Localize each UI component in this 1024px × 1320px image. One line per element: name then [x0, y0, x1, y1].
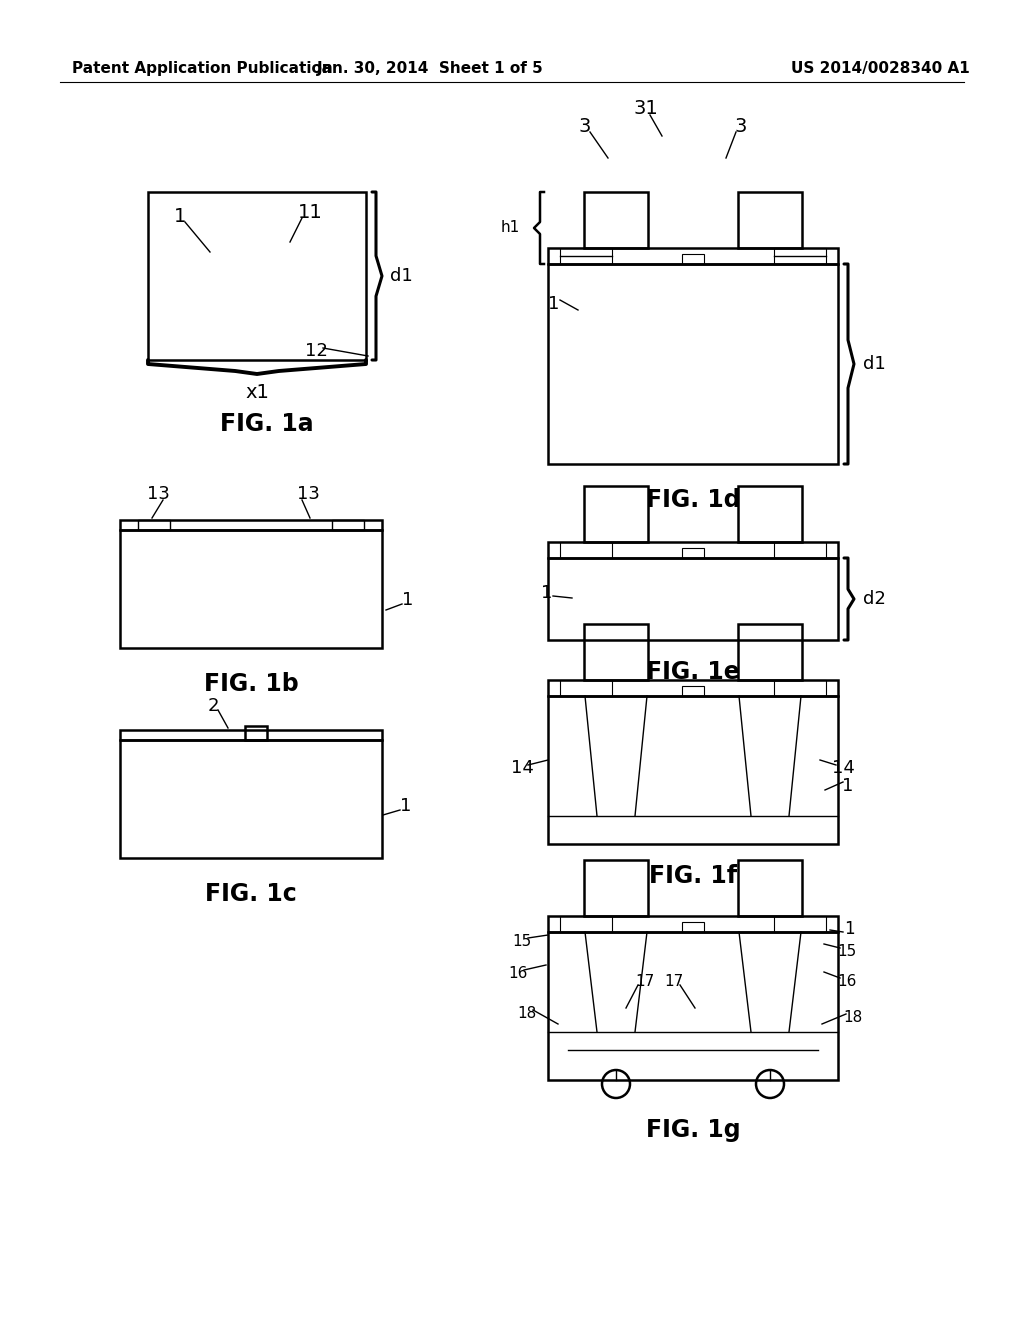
Text: h1: h1	[501, 220, 520, 235]
Text: 16: 16	[838, 974, 857, 989]
Text: 1: 1	[400, 797, 412, 814]
Text: 11: 11	[298, 202, 323, 222]
Text: FIG. 1a: FIG. 1a	[220, 412, 313, 436]
Text: Jan. 30, 2014  Sheet 1 of 5: Jan. 30, 2014 Sheet 1 of 5	[316, 61, 544, 75]
Bar	[584, 191, 648, 248]
Bar	[548, 248, 838, 264]
Bar	[560, 916, 612, 932]
Bar	[774, 680, 826, 696]
Bar	[548, 558, 838, 640]
Bar	[548, 680, 838, 696]
Bar	[738, 861, 802, 916]
Text: 14: 14	[511, 759, 534, 777]
Bar	[560, 543, 612, 558]
Text: Patent Application Publication: Patent Application Publication	[72, 61, 333, 75]
Text: 1: 1	[542, 583, 553, 602]
Text: FIG. 1e: FIG. 1e	[646, 660, 740, 684]
Bar	[548, 543, 838, 558]
Bar	[584, 624, 648, 680]
Text: 1: 1	[402, 591, 414, 609]
Text: FIG. 1b: FIG. 1b	[204, 672, 298, 696]
Bar	[738, 624, 802, 680]
Text: FIG. 1g: FIG. 1g	[646, 1118, 740, 1142]
Text: 12: 12	[304, 342, 328, 360]
Bar	[682, 548, 705, 558]
Bar	[584, 486, 648, 543]
Bar	[738, 191, 802, 248]
Bar	[682, 255, 705, 264]
Bar	[774, 916, 826, 932]
Text: 3: 3	[579, 117, 591, 136]
Text: 17: 17	[635, 974, 654, 990]
Text: d1: d1	[389, 267, 413, 285]
Bar	[682, 923, 705, 932]
Text: 1: 1	[174, 206, 186, 226]
Text: 1: 1	[843, 777, 854, 795]
Bar	[120, 730, 382, 741]
Bar	[682, 686, 705, 696]
Bar	[560, 680, 612, 696]
Text: d2: d2	[862, 590, 886, 609]
Text: FIG. 1d: FIG. 1d	[646, 488, 740, 512]
Bar	[548, 696, 838, 843]
Text: 14: 14	[831, 759, 854, 777]
Bar	[148, 191, 366, 360]
Text: x1: x1	[245, 383, 269, 401]
Text: 1: 1	[548, 294, 560, 313]
Text: d1: d1	[862, 355, 886, 374]
Text: 17: 17	[665, 974, 684, 990]
Text: FIG. 1f: FIG. 1f	[649, 865, 737, 888]
Bar	[774, 248, 826, 264]
Bar	[738, 486, 802, 543]
Bar	[332, 520, 364, 531]
Text: FIG. 1c: FIG. 1c	[205, 882, 297, 906]
Text: 16: 16	[508, 965, 527, 981]
Text: 2: 2	[207, 697, 219, 715]
Text: 13: 13	[146, 484, 169, 503]
Bar	[548, 264, 838, 465]
Text: 15: 15	[512, 933, 531, 949]
Bar	[560, 248, 612, 264]
Text: 1: 1	[844, 920, 854, 939]
Bar	[120, 741, 382, 858]
Text: 18: 18	[517, 1006, 537, 1020]
Bar	[548, 916, 838, 932]
Bar	[245, 726, 267, 741]
Bar	[138, 520, 170, 531]
Text: 15: 15	[838, 944, 857, 958]
Text: 13: 13	[297, 484, 319, 503]
Text: US 2014/0028340 A1: US 2014/0028340 A1	[791, 61, 970, 75]
Bar	[584, 861, 648, 916]
Text: 3: 3	[735, 117, 748, 136]
Text: 18: 18	[844, 1010, 862, 1024]
Bar	[548, 932, 838, 1080]
Text: 31: 31	[634, 99, 658, 119]
Bar	[120, 520, 382, 531]
Bar	[774, 543, 826, 558]
Bar	[120, 531, 382, 648]
